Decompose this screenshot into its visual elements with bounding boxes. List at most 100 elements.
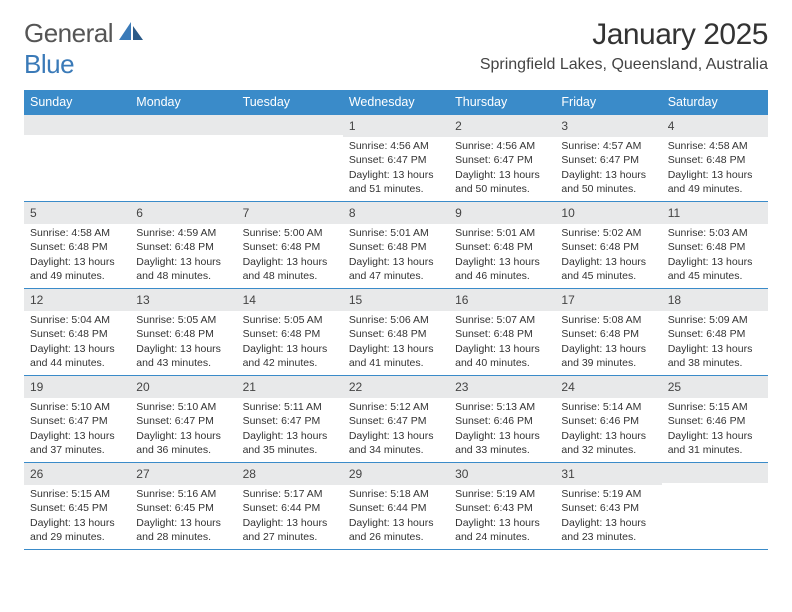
day-cell: 27Sunrise: 5:16 AMSunset: 6:45 PMDayligh… (130, 463, 236, 549)
day-info-line: Sunrise: 5:10 AM (30, 400, 124, 414)
day-cell: 14Sunrise: 5:05 AMSunset: 6:48 PMDayligh… (237, 289, 343, 375)
day-number: 12 (24, 289, 130, 311)
day-number: 23 (449, 376, 555, 398)
weeks-container: 1Sunrise: 4:56 AMSunset: 6:47 PMDaylight… (24, 114, 768, 550)
day-number: 9 (449, 202, 555, 224)
day-info-line: and 40 minutes. (455, 356, 549, 370)
day-number: 28 (237, 463, 343, 485)
day-cell: 1Sunrise: 4:56 AMSunset: 6:47 PMDaylight… (343, 115, 449, 201)
week-row: 12Sunrise: 5:04 AMSunset: 6:48 PMDayligh… (24, 288, 768, 375)
day-info-line: and 34 minutes. (349, 443, 443, 457)
day-body: Sunrise: 5:10 AMSunset: 6:47 PMDaylight:… (130, 398, 236, 461)
day-number: 21 (237, 376, 343, 398)
day-body (237, 135, 343, 193)
day-info-line: Sunrise: 5:17 AM (243, 487, 337, 501)
day-info-line: Sunset: 6:48 PM (136, 327, 230, 341)
month-title: January 2025 (480, 18, 768, 52)
day-body: Sunrise: 5:18 AMSunset: 6:44 PMDaylight:… (343, 485, 449, 548)
day-body: Sunrise: 5:13 AMSunset: 6:46 PMDaylight:… (449, 398, 555, 461)
day-info-line: Daylight: 13 hours (243, 342, 337, 356)
day-number (130, 115, 236, 135)
day-info-line: Sunset: 6:48 PM (561, 240, 655, 254)
day-number: 27 (130, 463, 236, 485)
day-info-line: Sunset: 6:47 PM (243, 414, 337, 428)
day-body (130, 135, 236, 193)
day-header-row: Sunday Monday Tuesday Wednesday Thursday… (24, 90, 768, 114)
title-block: January 2025 Springfield Lakes, Queensla… (480, 18, 768, 74)
day-cell: 3Sunrise: 4:57 AMSunset: 6:47 PMDaylight… (555, 115, 661, 201)
day-info-line: and 32 minutes. (561, 443, 655, 457)
day-info-line: Sunset: 6:45 PM (136, 501, 230, 515)
day-info-line: Sunrise: 5:19 AM (455, 487, 549, 501)
day-body: Sunrise: 5:01 AMSunset: 6:48 PMDaylight:… (449, 224, 555, 287)
day-cell: 19Sunrise: 5:10 AMSunset: 6:47 PMDayligh… (24, 376, 130, 462)
day-info-line: and 42 minutes. (243, 356, 337, 370)
day-number: 30 (449, 463, 555, 485)
day-number: 11 (662, 202, 768, 224)
day-info-line: Sunset: 6:48 PM (668, 240, 762, 254)
day-body: Sunrise: 4:57 AMSunset: 6:47 PMDaylight:… (555, 137, 661, 200)
day-number: 26 (24, 463, 130, 485)
day-info-line: Daylight: 13 hours (136, 429, 230, 443)
day-body: Sunrise: 5:06 AMSunset: 6:48 PMDaylight:… (343, 311, 449, 374)
day-info-line: Sunrise: 5:07 AM (455, 313, 549, 327)
day-number (662, 463, 768, 483)
day-cell (130, 115, 236, 201)
day-header-sun: Sunday (24, 90, 130, 114)
day-body: Sunrise: 5:08 AMSunset: 6:48 PMDaylight:… (555, 311, 661, 374)
day-info-line: Daylight: 13 hours (561, 168, 655, 182)
day-info-line: Sunset: 6:48 PM (30, 327, 124, 341)
day-cell: 4Sunrise: 4:58 AMSunset: 6:48 PMDaylight… (662, 115, 768, 201)
day-header-mon: Monday (130, 90, 236, 114)
day-info-line: Sunrise: 4:57 AM (561, 139, 655, 153)
day-cell: 2Sunrise: 4:56 AMSunset: 6:47 PMDaylight… (449, 115, 555, 201)
day-info-line: and 35 minutes. (243, 443, 337, 457)
day-info-line: Sunrise: 4:58 AM (30, 226, 124, 240)
logo-text-block: General Blue (24, 18, 145, 80)
day-info-line: and 39 minutes. (561, 356, 655, 370)
day-number: 10 (555, 202, 661, 224)
calendar-grid: Sunday Monday Tuesday Wednesday Thursday… (24, 90, 768, 550)
day-body (662, 483, 768, 541)
week-row: 26Sunrise: 5:15 AMSunset: 6:45 PMDayligh… (24, 462, 768, 550)
day-info-line: Daylight: 13 hours (349, 429, 443, 443)
day-info-line: Daylight: 13 hours (30, 342, 124, 356)
day-info-line: Sunrise: 5:16 AM (136, 487, 230, 501)
day-number (24, 115, 130, 135)
day-info-line: and 50 minutes. (561, 182, 655, 196)
day-number: 8 (343, 202, 449, 224)
day-info-line: and 45 minutes. (561, 269, 655, 283)
day-info-line: Daylight: 13 hours (455, 429, 549, 443)
day-body: Sunrise: 4:56 AMSunset: 6:47 PMDaylight:… (449, 137, 555, 200)
day-number: 4 (662, 115, 768, 137)
day-cell: 30Sunrise: 5:19 AMSunset: 6:43 PMDayligh… (449, 463, 555, 549)
day-number: 7 (237, 202, 343, 224)
day-info-line: and 23 minutes. (561, 530, 655, 544)
day-body: Sunrise: 5:19 AMSunset: 6:43 PMDaylight:… (555, 485, 661, 548)
day-cell: 31Sunrise: 5:19 AMSunset: 6:43 PMDayligh… (555, 463, 661, 549)
day-body: Sunrise: 5:11 AMSunset: 6:47 PMDaylight:… (237, 398, 343, 461)
day-cell: 23Sunrise: 5:13 AMSunset: 6:46 PMDayligh… (449, 376, 555, 462)
day-body: Sunrise: 5:17 AMSunset: 6:44 PMDaylight:… (237, 485, 343, 548)
day-info-line: and 29 minutes. (30, 530, 124, 544)
day-info-line: Sunrise: 5:13 AM (455, 400, 549, 414)
day-info-line: Sunset: 6:48 PM (668, 153, 762, 167)
week-row: 19Sunrise: 5:10 AMSunset: 6:47 PMDayligh… (24, 375, 768, 462)
location-subtitle: Springfield Lakes, Queensland, Australia (480, 56, 768, 74)
day-info-line: and 38 minutes. (668, 356, 762, 370)
day-info-line: and 46 minutes. (455, 269, 549, 283)
day-cell: 21Sunrise: 5:11 AMSunset: 6:47 PMDayligh… (237, 376, 343, 462)
day-info-line: Daylight: 13 hours (30, 255, 124, 269)
day-info-line: and 48 minutes. (243, 269, 337, 283)
day-body: Sunrise: 5:09 AMSunset: 6:48 PMDaylight:… (662, 311, 768, 374)
day-info-line: Sunrise: 5:14 AM (561, 400, 655, 414)
day-info-line: Sunset: 6:48 PM (136, 240, 230, 254)
day-info-line: and 33 minutes. (455, 443, 549, 457)
day-info-line: Sunrise: 5:04 AM (30, 313, 124, 327)
day-cell: 11Sunrise: 5:03 AMSunset: 6:48 PMDayligh… (662, 202, 768, 288)
day-cell (662, 463, 768, 549)
day-info-line: Daylight: 13 hours (668, 342, 762, 356)
day-number: 18 (662, 289, 768, 311)
day-number: 13 (130, 289, 236, 311)
day-body (24, 135, 130, 193)
